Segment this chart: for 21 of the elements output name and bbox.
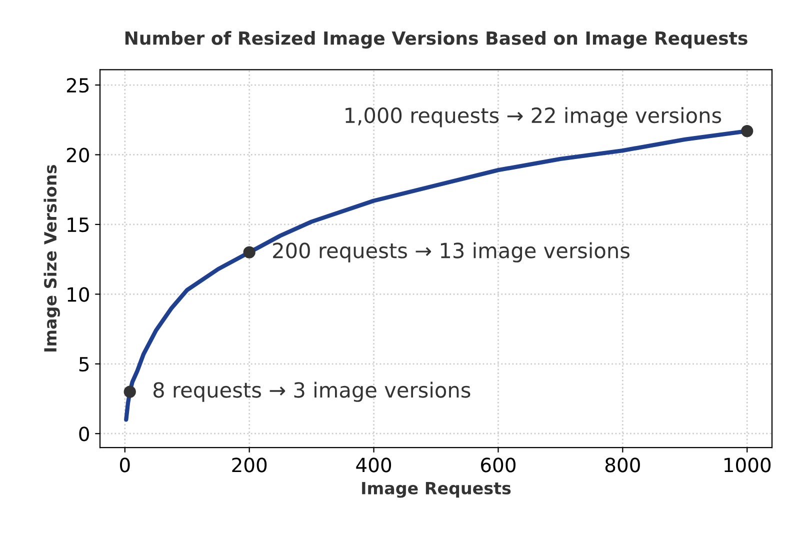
y-tick-label: 0 (79, 426, 89, 442)
x-tick-label: 400 (356, 458, 392, 472)
annotation: 1,000 requests → 22 image versions (346, 107, 722, 128)
x-axis-title: Image Requests (362, 482, 511, 498)
point (124, 386, 136, 398)
x-tick-label: 0 (120, 458, 130, 472)
x-tick-label: 1000 (724, 458, 771, 472)
x-tick-label: 200 (232, 458, 267, 472)
y-axis-title: Image Size Versions (44, 165, 60, 352)
point (243, 246, 256, 258)
y-tick-label: 20 (66, 148, 89, 162)
chart-title: Number of Resized Image Versions Based on Image Requests (125, 30, 748, 49)
y-tick-label: 15 (68, 218, 89, 232)
y-tick-label: 10 (68, 287, 89, 302)
x-tick-label: 800 (605, 458, 640, 472)
annotation: 200 requests → 13 image versions (273, 242, 630, 262)
point (741, 124, 754, 138)
y-tick-label: 5 (79, 357, 89, 372)
x-tick-label: 600 (481, 458, 516, 472)
annotation: 8 requests → 3 image versions (154, 382, 470, 402)
y-tick-label: 25 (66, 78, 89, 93)
